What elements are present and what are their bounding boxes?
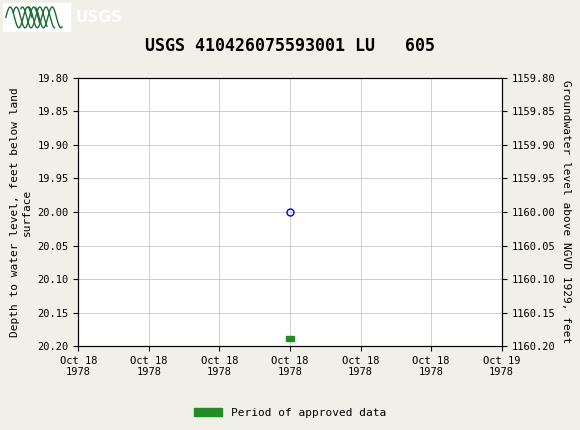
Text: USGS: USGS <box>75 10 122 25</box>
Bar <box>285 336 295 341</box>
Legend: Period of approved data: Period of approved data <box>190 403 390 422</box>
Text: USGS 410426075593001 LU   605: USGS 410426075593001 LU 605 <box>145 37 435 55</box>
Y-axis label: Depth to water level, feet below land
surface: Depth to water level, feet below land su… <box>10 87 32 337</box>
Y-axis label: Groundwater level above NGVD 1929, feet: Groundwater level above NGVD 1929, feet <box>561 80 571 344</box>
FancyBboxPatch shape <box>3 3 70 31</box>
